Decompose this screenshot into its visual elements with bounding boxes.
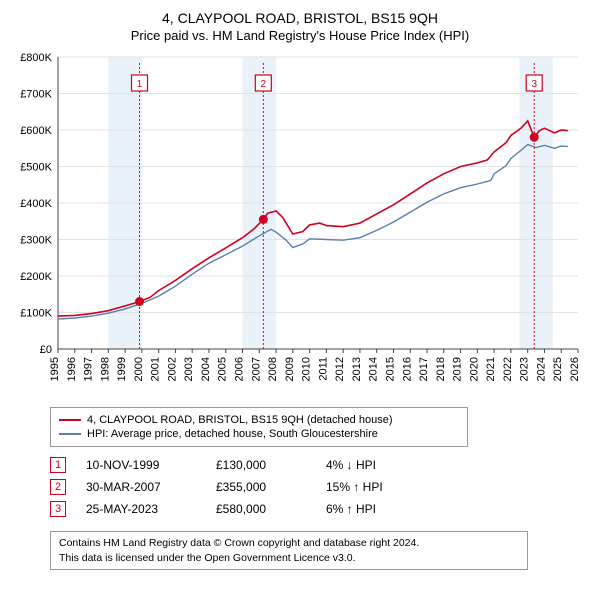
- legend: 4, CLAYPOOL ROAD, BRISTOL, BS15 9QH (det…: [50, 407, 468, 447]
- transaction-marker: 2: [50, 479, 66, 495]
- transaction-price: £355,000: [216, 480, 326, 494]
- svg-text:2011: 2011: [317, 357, 329, 381]
- svg-text:2004: 2004: [200, 357, 212, 381]
- svg-text:2016: 2016: [401, 357, 413, 381]
- svg-text:2022: 2022: [502, 357, 514, 381]
- svg-text:£800K: £800K: [20, 52, 52, 64]
- attribution-box: Contains HM Land Registry data © Crown c…: [50, 531, 528, 570]
- page-container: 4, CLAYPOOL ROAD, BRISTOL, BS15 9QH Pric…: [0, 0, 600, 580]
- svg-text:1997: 1997: [83, 357, 95, 381]
- svg-text:2023: 2023: [519, 357, 531, 381]
- svg-text:2024: 2024: [535, 357, 547, 381]
- attribution-line1: Contains HM Land Registry data © Crown c…: [59, 536, 519, 551]
- svg-text:2005: 2005: [217, 357, 229, 381]
- transaction-date: 10-NOV-1999: [86, 458, 216, 472]
- svg-text:2: 2: [261, 79, 267, 90]
- svg-text:2008: 2008: [267, 357, 279, 381]
- svg-text:2017: 2017: [418, 357, 430, 381]
- transaction-price: £580,000: [216, 502, 326, 516]
- svg-text:2009: 2009: [284, 357, 296, 381]
- chart-area: £0 £100K £200K £300K £400K £500K £600K £700K £80…: [10, 49, 590, 399]
- svg-text:2018: 2018: [435, 357, 447, 381]
- svg-text:1995: 1995: [49, 357, 61, 381]
- transaction-row: 2 30-MAR-2007£355,00015% ↑ HPI: [50, 479, 590, 495]
- svg-text:£700K: £700K: [20, 89, 52, 101]
- svg-text:£200K: £200K: [20, 271, 52, 283]
- chart-subtitle: Price paid vs. HM Land Registry's House …: [10, 28, 590, 43]
- transactions-table: 1 10-NOV-1999£130,0004% ↓ HPI 2 30-MAR-2007…: [50, 457, 590, 517]
- svg-text:1: 1: [137, 79, 143, 90]
- svg-text:2006: 2006: [234, 357, 246, 381]
- legend-swatch: [59, 419, 81, 421]
- svg-text:1996: 1996: [66, 357, 78, 381]
- transaction-date: 30-MAR-2007: [86, 480, 216, 494]
- svg-text:1999: 1999: [116, 357, 128, 381]
- legend-row: HPI: Average price, detached house, Sout…: [59, 428, 459, 440]
- svg-text:2025: 2025: [552, 357, 564, 381]
- svg-text:2000: 2000: [133, 357, 145, 381]
- svg-text:2021: 2021: [485, 357, 497, 381]
- svg-text:2001: 2001: [150, 357, 162, 381]
- svg-text:2010: 2010: [301, 357, 313, 381]
- svg-text:£500K: £500K: [20, 162, 52, 174]
- transaction-row: 3 25-MAY-2023£580,0006% ↑ HPI: [50, 501, 590, 517]
- svg-text:2012: 2012: [334, 357, 346, 381]
- transaction-price: £130,000: [216, 458, 326, 472]
- svg-text:2014: 2014: [368, 357, 380, 381]
- transaction-row: 1 10-NOV-1999£130,0004% ↓ HPI: [50, 457, 590, 473]
- svg-text:£300K: £300K: [20, 235, 52, 247]
- legend-label: 4, CLAYPOOL ROAD, BRISTOL, BS15 9QH (det…: [87, 414, 393, 426]
- transaction-marker: 1: [50, 457, 66, 473]
- title-block: 4, CLAYPOOL ROAD, BRISTOL, BS15 9QH Pric…: [10, 10, 590, 43]
- transaction-marker: 3: [50, 501, 66, 517]
- svg-text:2020: 2020: [468, 357, 480, 381]
- svg-text:2019: 2019: [452, 357, 464, 381]
- svg-text:2013: 2013: [351, 357, 363, 381]
- transaction-date: 25-MAY-2023: [86, 502, 216, 516]
- transaction-diff: 4% ↓ HPI: [326, 458, 446, 472]
- legend-row: 4, CLAYPOOL ROAD, BRISTOL, BS15 9QH (det…: [59, 414, 459, 426]
- address-title: 4, CLAYPOOL ROAD, BRISTOL, BS15 9QH: [10, 10, 590, 26]
- svg-text:£100K: £100K: [20, 308, 52, 320]
- transaction-diff: 15% ↑ HPI: [326, 480, 446, 494]
- price-chart: £0 £100K £200K £300K £400K £500K £600K £700K £80…: [10, 49, 590, 399]
- svg-text:£400K: £400K: [20, 198, 52, 210]
- svg-text:1998: 1998: [99, 357, 111, 381]
- transaction-diff: 6% ↑ HPI: [326, 502, 446, 516]
- svg-text:£600K: £600K: [20, 125, 52, 137]
- svg-text:2003: 2003: [183, 357, 195, 381]
- legend-label: HPI: Average price, detached house, Sout…: [87, 428, 378, 440]
- svg-text:2026: 2026: [569, 357, 581, 381]
- svg-text:2007: 2007: [250, 357, 262, 381]
- svg-text:2015: 2015: [384, 357, 396, 381]
- svg-text:£0: £0: [40, 344, 52, 356]
- svg-text:3: 3: [531, 79, 537, 90]
- legend-swatch: [59, 433, 81, 435]
- svg-text:2002: 2002: [166, 357, 178, 381]
- attribution-line2: This data is licensed under the Open Gov…: [59, 551, 519, 566]
